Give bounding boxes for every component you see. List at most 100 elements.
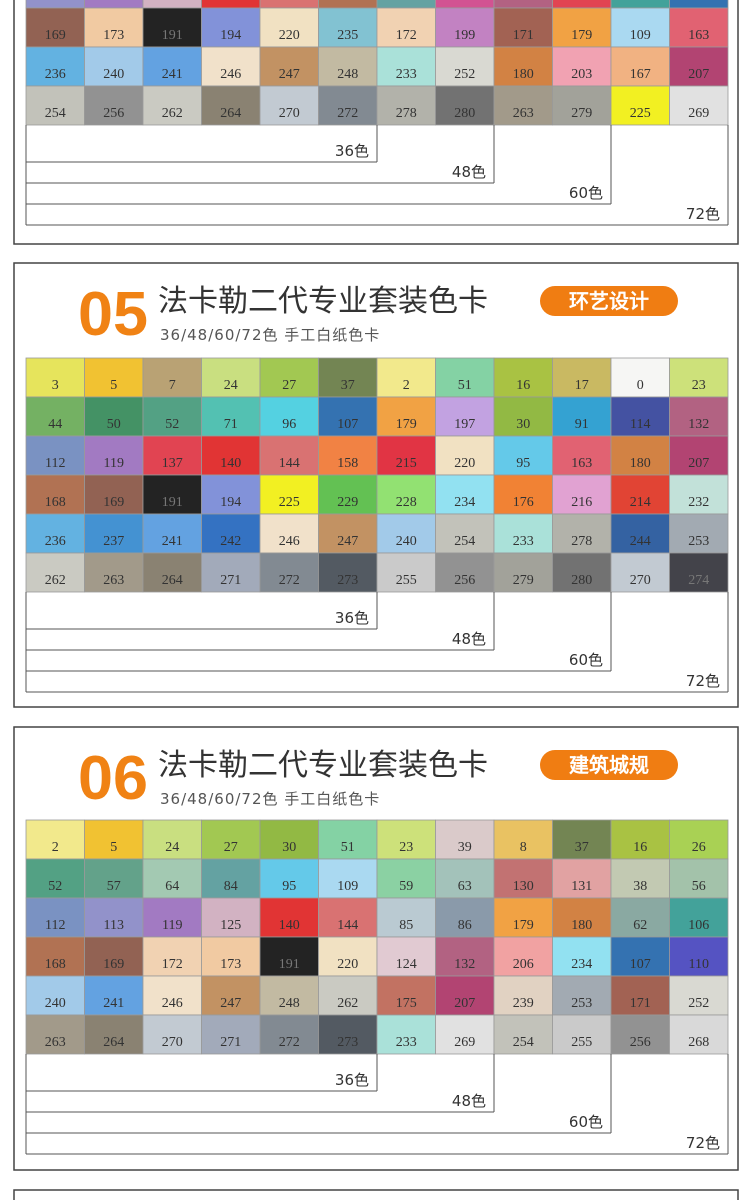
swatch	[318, 552, 378, 593]
swatch	[493, 897, 553, 938]
swatch-code: 215	[396, 456, 417, 471]
swatch-code: 191	[279, 957, 300, 972]
swatch-code: 109	[337, 879, 358, 894]
swatch-code: 179	[513, 918, 534, 933]
swatch-code: 38	[633, 879, 647, 894]
swatch-code: 169	[103, 957, 124, 972]
swatch-code: 244	[630, 534, 651, 549]
swatch	[435, 513, 495, 554]
swatch	[201, 396, 261, 437]
swatch	[552, 897, 612, 938]
swatch-code: 234	[454, 495, 475, 510]
swatch-code: 268	[688, 1035, 709, 1050]
panel-subtitle: 36/48/60/72色 手工白纸色卡	[160, 326, 380, 344]
swatch-code: 247	[220, 996, 241, 1011]
swatch	[84, 975, 144, 1016]
swatch	[610, 435, 670, 476]
swatch-code: 24	[165, 840, 179, 855]
swatch	[84, 7, 144, 48]
swatch	[259, 474, 319, 515]
swatch-code: 17	[575, 378, 589, 393]
swatch-code: 246	[162, 996, 183, 1011]
swatch	[201, 46, 261, 87]
swatch	[318, 85, 378, 126]
swatch	[25, 552, 85, 593]
swatch	[376, 858, 436, 899]
swatch-code: 168	[45, 495, 66, 510]
swatch	[435, 1014, 495, 1055]
swatch-code: 248	[279, 996, 300, 1011]
swatch	[318, 396, 378, 437]
swatch-code: 263	[45, 1035, 66, 1050]
swatch-code: 246	[279, 534, 300, 549]
swatch-code: 240	[396, 534, 417, 549]
swatch-code: 63	[458, 879, 472, 894]
swatch	[493, 975, 553, 1016]
swatch	[259, 552, 319, 593]
swatch-code: 144	[279, 456, 300, 471]
swatch-code: 51	[458, 378, 472, 393]
swatch	[259, 975, 319, 1016]
swatch	[142, 858, 202, 899]
swatch	[259, 819, 319, 860]
swatch-code: 2	[52, 840, 59, 855]
swatch	[376, 513, 436, 554]
swatch-code: 124	[396, 957, 417, 972]
swatch	[259, 1014, 319, 1055]
swatch-code: 254	[45, 106, 66, 121]
swatch	[435, 85, 495, 126]
swatch	[669, 357, 729, 398]
swatch	[610, 85, 670, 126]
swatch-code: 253	[571, 996, 592, 1011]
swatch	[669, 819, 729, 860]
swatch-code: 158	[337, 456, 358, 471]
swatch-code: 140	[220, 0, 241, 4]
swatch	[25, 936, 85, 977]
next-panel-border	[13, 1189, 739, 1200]
swatch	[376, 552, 436, 593]
swatch-code: 16	[516, 378, 530, 393]
swatch	[610, 819, 670, 860]
swatch-code: 191	[162, 495, 183, 510]
swatch-code: 143	[454, 0, 475, 4]
tag-text: 建筑城规	[569, 753, 649, 777]
swatch	[259, 936, 319, 977]
swatch-code: 254	[454, 534, 475, 549]
swatch-code: 180	[571, 918, 592, 933]
swatch	[435, 435, 495, 476]
swatch	[25, 897, 85, 938]
swatch	[376, 85, 436, 126]
swatch-code: 203	[571, 67, 592, 82]
set-label: 72色	[686, 672, 720, 690]
swatch-code: 169	[45, 28, 66, 43]
swatch-code: 59	[399, 879, 413, 894]
swatch-code: 171	[630, 996, 651, 1011]
swatch	[669, 975, 729, 1016]
swatch-code: 280	[571, 573, 592, 588]
swatch-code: 191	[162, 28, 183, 43]
swatch	[84, 897, 144, 938]
swatch	[669, 7, 729, 48]
swatch	[435, 819, 495, 860]
swatch-code: 30	[282, 840, 296, 855]
swatch	[376, 435, 436, 476]
swatch-code: 85	[399, 918, 413, 933]
swatch-code: 52	[165, 417, 179, 432]
swatch-code: 107	[630, 957, 651, 972]
swatch-code: 163	[688, 28, 709, 43]
swatch-code: 233	[513, 534, 534, 549]
tag-badge	[540, 286, 678, 316]
series-number: 05	[78, 280, 148, 349]
swatch	[318, 46, 378, 87]
swatch	[142, 474, 202, 515]
set-label: 48色	[452, 163, 486, 181]
swatch-code: 23	[399, 840, 413, 855]
swatch-code: 112	[45, 456, 65, 471]
swatch	[669, 552, 729, 593]
swatch-code: 173	[103, 28, 124, 43]
swatch-code: 37	[341, 378, 355, 393]
swatch-code: 240	[45, 996, 66, 1011]
set-label: 48色	[452, 630, 486, 648]
